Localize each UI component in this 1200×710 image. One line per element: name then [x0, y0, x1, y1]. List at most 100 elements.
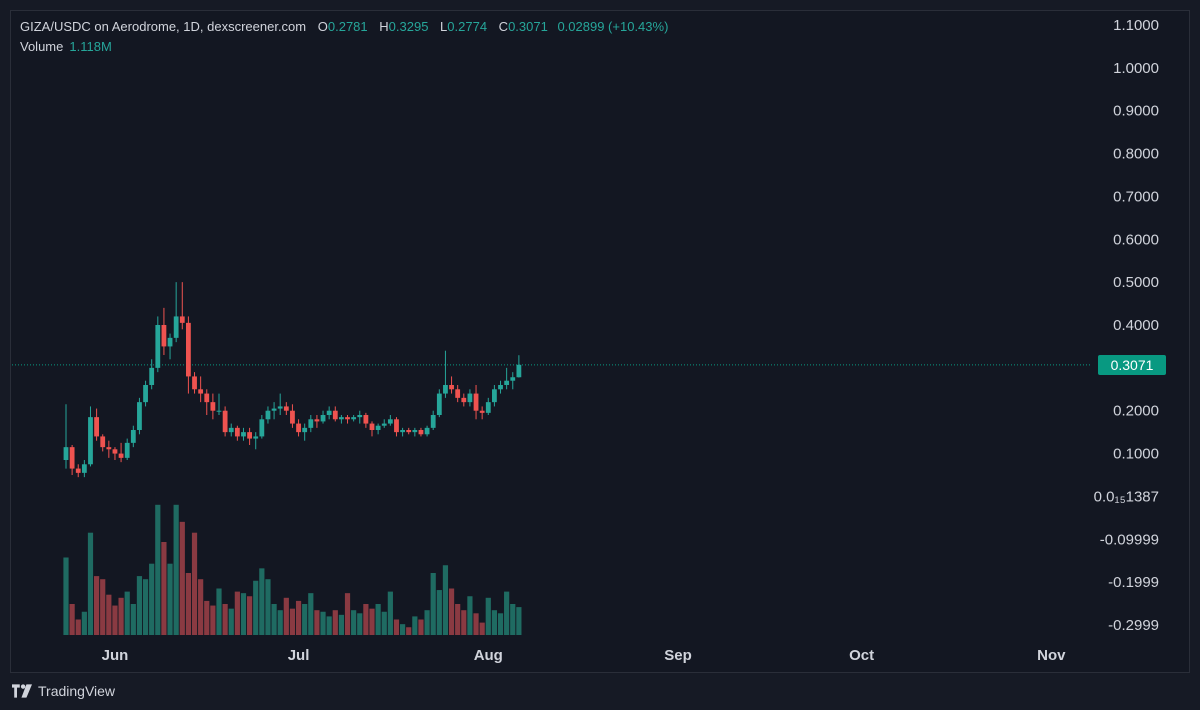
candle — [277, 393, 283, 415]
volume-bar — [289, 608, 296, 635]
volume-bar — [277, 610, 283, 635]
volume-value: 1.118M — [69, 39, 112, 54]
candle — [283, 402, 289, 415]
volume-bar — [295, 600, 302, 635]
candle — [247, 427, 252, 445]
candle — [467, 389, 473, 407]
volume-bar — [510, 604, 516, 635]
candle — [290, 404, 295, 428]
volume-bar — [228, 608, 234, 635]
candle — [265, 406, 271, 424]
candle — [173, 282, 179, 343]
candle — [271, 402, 277, 420]
x-axis[interactable]: Jun Jul Aug Sep Oct Nov — [102, 647, 1067, 664]
volume-bar — [436, 590, 442, 635]
volume-bar — [81, 611, 87, 635]
candle — [259, 415, 265, 439]
volume-bar — [369, 608, 375, 635]
y-tick-label: 1.1000 — [1113, 17, 1159, 34]
volume-bar — [418, 619, 424, 635]
volume-bar — [400, 624, 406, 635]
volume-bar — [387, 591, 393, 635]
volume-bar — [497, 613, 504, 635]
volume-bar — [375, 604, 381, 635]
candle — [88, 406, 93, 467]
volume-bar — [442, 565, 449, 635]
candle — [130, 425, 136, 448]
volume-bar — [142, 579, 149, 635]
volume-bar — [455, 604, 461, 635]
y-tick-label: 0.0₁₅1387 — [1094, 488, 1159, 505]
volume-bar — [210, 605, 216, 635]
volume-bar — [393, 619, 400, 635]
volume-bar — [69, 604, 75, 635]
candle — [339, 415, 344, 424]
volume-bar — [63, 557, 69, 635]
candle — [369, 421, 375, 437]
y-tick-label: 0.9000 — [1113, 103, 1159, 120]
candle — [69, 445, 75, 475]
volume-bar — [308, 593, 314, 635]
candle — [473, 385, 479, 420]
x-tick-label: Sep — [664, 647, 692, 664]
volume-bar — [155, 504, 161, 635]
volume-bar — [485, 597, 491, 635]
volume-bar — [161, 542, 167, 635]
y-tick-label: 0.2000 — [1113, 403, 1159, 420]
candle — [363, 412, 369, 428]
volume-bar — [473, 613, 479, 635]
volume-bar — [247, 596, 253, 635]
volume-bar — [173, 504, 179, 635]
symbol-label: GIZA/USDC on Aerodrome, 1D, dexscreener.… — [20, 19, 307, 34]
chart-legend: GIZA/USDC on Aerodrome, 1D, dexscreener.… — [20, 19, 668, 34]
candle — [137, 397, 142, 435]
candle — [510, 372, 516, 390]
volume-bar — [222, 604, 228, 635]
volume-bar — [314, 610, 320, 635]
volume-bar — [430, 573, 436, 635]
y-axis[interactable]: 1.1000 1.0000 0.9000 0.8000 0.7000 0.6000 0.50… — [1094, 17, 1159, 634]
high-value: 0.3295 — [388, 19, 429, 34]
candle — [436, 389, 442, 418]
high-label: H — [379, 19, 389, 34]
candle — [106, 440, 112, 458]
volume-bar — [240, 593, 247, 635]
volume-bar — [191, 532, 198, 635]
volume-bar — [118, 597, 124, 635]
candle — [387, 415, 393, 426]
y-tick-label: 0.5000 — [1113, 274, 1159, 291]
tradingview-brand[interactable]: TradingView — [12, 683, 115, 699]
volume-bar — [357, 613, 363, 635]
candle — [296, 419, 301, 437]
candle — [155, 316, 161, 373]
candle — [412, 427, 418, 437]
volume-bar — [351, 610, 357, 635]
volume-bar — [326, 616, 332, 635]
candle — [216, 393, 222, 415]
candle — [192, 372, 197, 394]
volume-bar — [149, 563, 155, 635]
candle — [63, 404, 69, 469]
close-label: C — [498, 19, 509, 34]
candle — [326, 406, 332, 420]
candle — [381, 419, 387, 428]
volume-bar — [234, 591, 240, 635]
volume-bar — [100, 579, 106, 635]
volume-bar — [412, 616, 418, 635]
tradingview-label: TradingView — [38, 683, 116, 699]
candle — [241, 427, 246, 441]
candle — [357, 410, 363, 424]
candle — [498, 380, 503, 394]
candle — [406, 427, 412, 435]
candle — [449, 376, 454, 394]
last-price-tag: 0.3071 — [1098, 355, 1166, 375]
open-label: O — [317, 19, 328, 34]
volume-bar — [320, 611, 326, 635]
candle — [314, 415, 320, 428]
y-tick-label: 0.1000 — [1113, 446, 1159, 463]
volume-bar — [504, 591, 510, 635]
candle — [94, 408, 99, 441]
candle — [222, 406, 228, 437]
volume-bar — [516, 607, 522, 635]
